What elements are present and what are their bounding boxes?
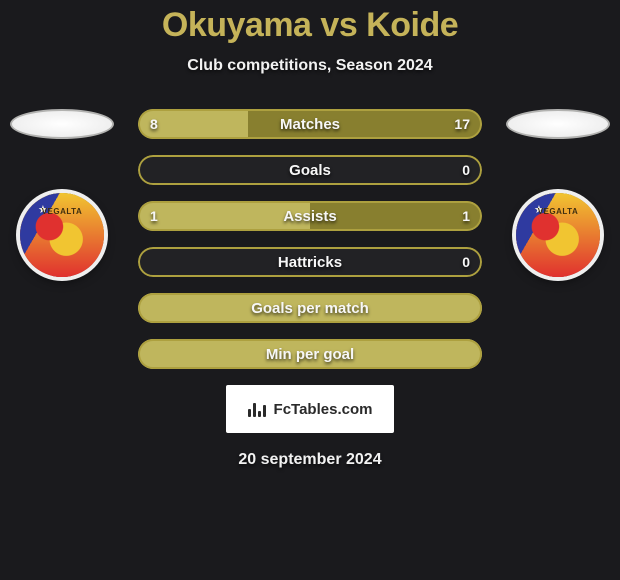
fctables-icon [248, 401, 270, 417]
stat-row: 817Matches [138, 109, 482, 139]
footer-logo-text: FcTables.com [274, 401, 373, 418]
stat-row: Goals per match [138, 293, 482, 323]
left-player-column: ★ VEGALTA [10, 109, 114, 277]
stat-row: 11Assists [138, 201, 482, 231]
stat-label: Goals [138, 155, 482, 185]
emblem-label: VEGALTA [516, 207, 600, 216]
content: ★ VEGALTA ★ VEGALTA 817Matches 0Goals 11As… [0, 109, 620, 469]
right-player-placeholder-oval [506, 109, 610, 139]
stat-bars: 817Matches 0Goals 11Assists 0Hattricks Goals… [138, 109, 482, 369]
subtitle: Club competitions, Season 2024 [0, 57, 620, 75]
right-club-emblem: ★ VEGALTA [516, 193, 600, 277]
stat-row: 0Goals [138, 155, 482, 185]
stat-row: 0Hattricks [138, 247, 482, 277]
comparison-card: Okuyama vs Koide Club competitions, Seas… [0, 0, 620, 580]
stat-label: Matches [138, 109, 482, 139]
emblem-graphic [20, 193, 104, 277]
stat-row: Min per goal [138, 339, 482, 369]
left-club-emblem: ★ VEGALTA [20, 193, 104, 277]
left-player-placeholder-oval [10, 109, 114, 139]
emblem-label: VEGALTA [20, 207, 104, 216]
page-title: Okuyama vs Koide [0, 6, 620, 45]
emblem-graphic [516, 193, 600, 277]
stat-label: Hattricks [138, 247, 482, 277]
date-text: 20 september 2024 [0, 451, 620, 469]
footer-logo: FcTables.com [226, 385, 394, 433]
stat-label: Goals per match [138, 293, 482, 323]
stat-label: Assists [138, 201, 482, 231]
stat-label: Min per goal [138, 339, 482, 369]
right-player-column: ★ VEGALTA [506, 109, 610, 277]
